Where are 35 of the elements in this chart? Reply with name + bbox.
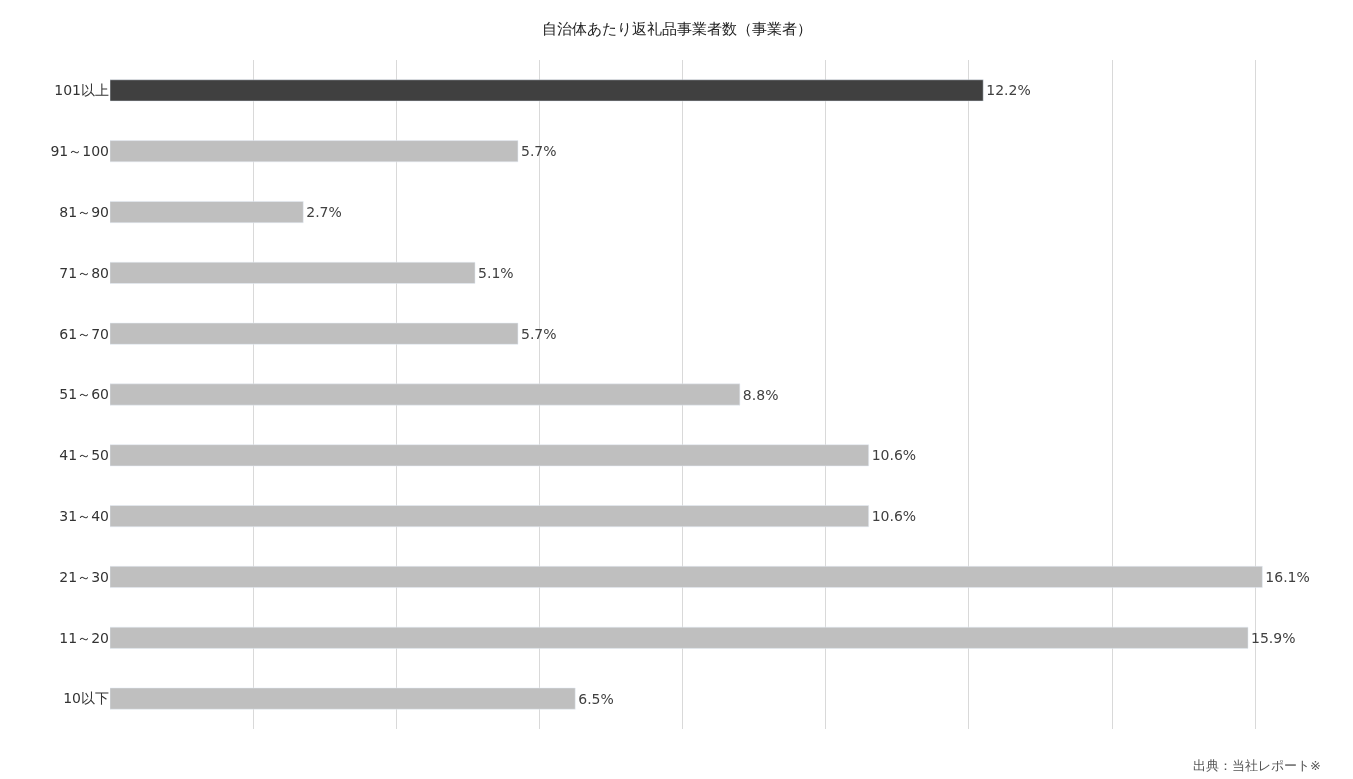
y-tick-label: 11～20 [59, 629, 109, 646]
y-tick-label: 21～30 [59, 568, 109, 585]
y-tick-label: 10以下 [63, 690, 109, 707]
bar [110, 201, 304, 223]
bar [110, 505, 869, 528]
y-tick-label: 81～90 [59, 203, 109, 220]
bar [110, 140, 519, 163]
y-tick-label: 41～50 [59, 447, 109, 464]
data-label: 2.7% [306, 204, 342, 221]
data-label: 6.5% [578, 690, 614, 707]
bar [110, 383, 741, 406]
data-label: 5.7% [520, 143, 557, 160]
y-tick-label: 51～60 [59, 386, 109, 403]
y-tick-label: 31～40 [59, 508, 109, 525]
chart-title: 自治体あたり返礼品事業者数（事業者） [541, 19, 812, 38]
y-tick-label: 71～80 [59, 264, 109, 281]
bar [110, 444, 869, 467]
data-label: 15.9% [1251, 629, 1296, 646]
data-label: 5.1% [478, 264, 514, 281]
data-label: 8.8% [742, 386, 779, 403]
bar [110, 687, 576, 710]
bar [110, 322, 519, 345]
bar [110, 261, 476, 284]
data-label: 10.6% [871, 447, 917, 464]
data-label: 10.6% [871, 508, 917, 525]
y-tick-label: 61～70 [59, 325, 109, 342]
source-note: 出典：当社レポート※ [1193, 758, 1321, 773]
bar [110, 566, 1263, 588]
data-label: 5.7% [520, 325, 557, 342]
y-tick-label: 91～100 [50, 143, 109, 160]
y-tick-label: 101以上 [54, 82, 109, 99]
data-label: 12.2% [986, 82, 1031, 99]
data-label: 16.1% [1265, 568, 1310, 585]
bar [110, 626, 1249, 649]
bar [110, 79, 984, 102]
